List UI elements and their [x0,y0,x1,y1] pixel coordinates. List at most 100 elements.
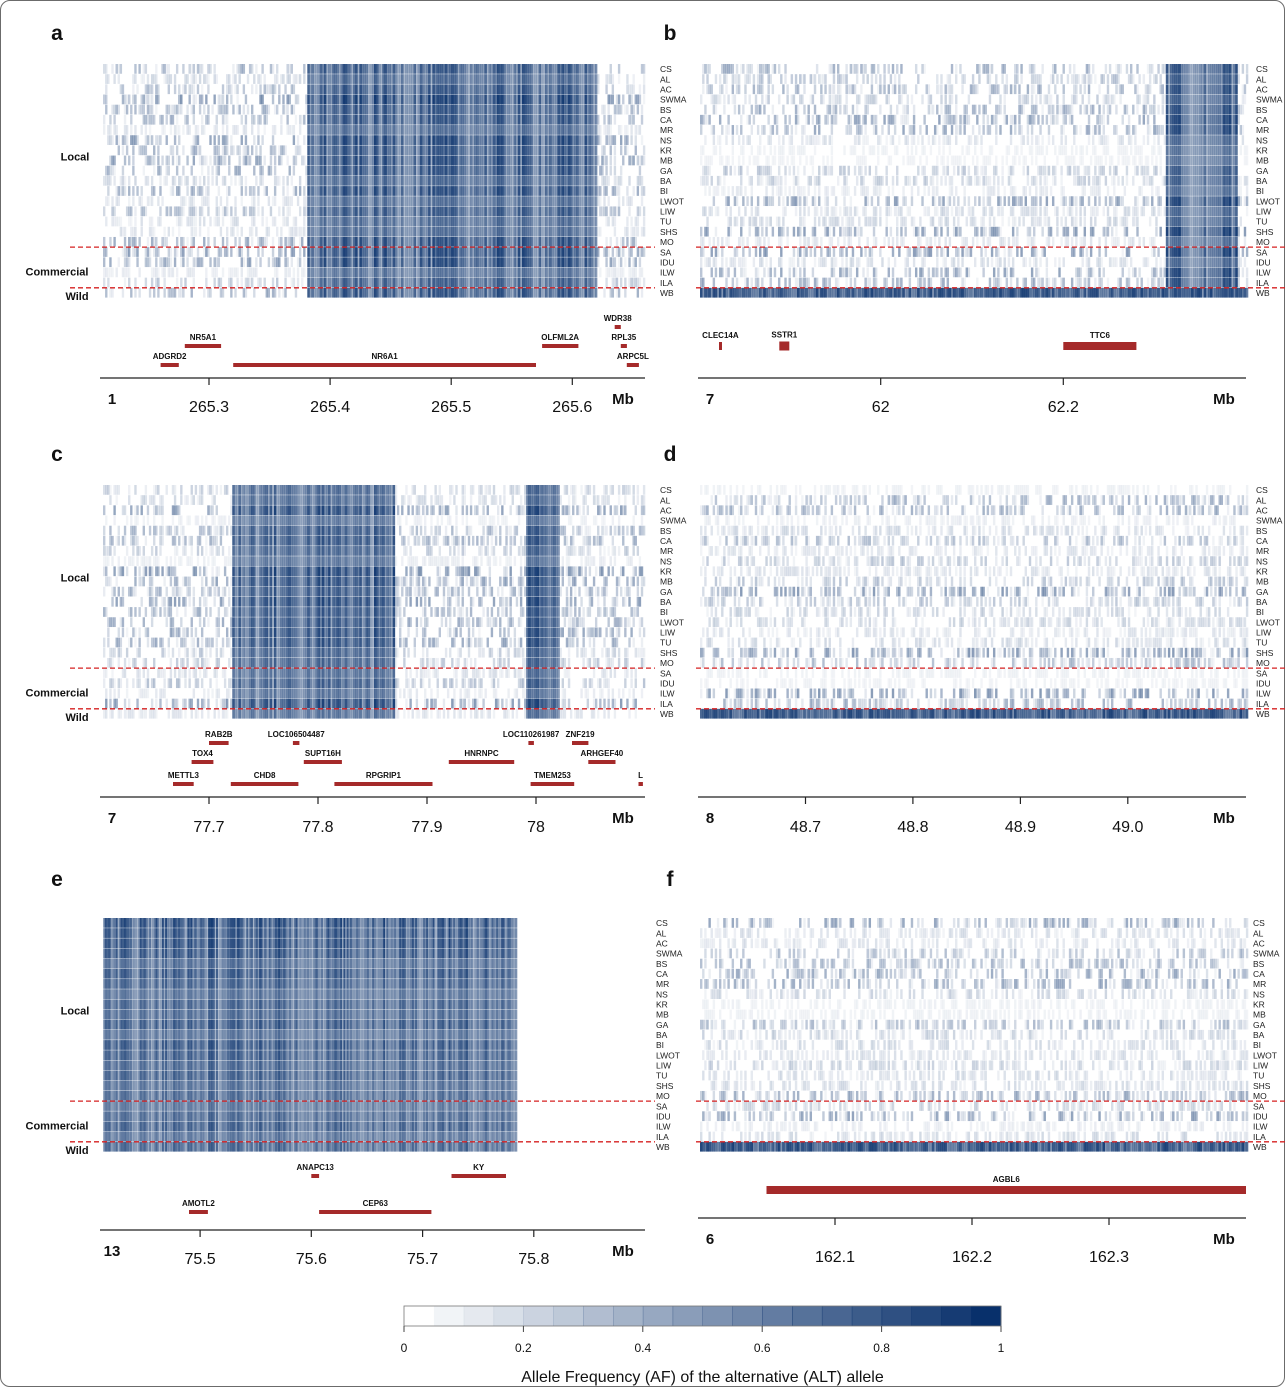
heatmap-cell [517,94,521,105]
heatmap-cell [501,206,504,217]
heatmap-cell [307,145,310,156]
heatmap-cell [211,175,214,186]
heatmap-cell [526,84,529,95]
heatmap-cell [453,114,456,125]
heatmap-cell [353,257,356,268]
heatmap-cell [549,64,552,74]
heatmap-cell [499,64,502,74]
heatmap-cell [257,155,260,166]
heatmap-cell [603,114,606,125]
heatmap-cell [563,94,567,105]
heatmap-cell [378,135,381,145]
heatmap-cell [351,216,354,227]
heatmap-cell [313,135,316,145]
heatmap-cell [592,206,596,217]
heatmap-cell [367,257,371,268]
heatmap-cell [359,84,362,95]
heatmap-cell [444,257,448,268]
heatmap-cell [594,267,598,278]
heatmap-cell [592,155,596,166]
heatmap-cell [428,145,431,156]
heatmap-cell [363,145,366,156]
heatmap-cell [461,114,464,125]
heatmap-cell [702,287,705,298]
heatmap-cell [382,94,385,105]
heatmap-cell [369,186,373,196]
heatmap-cell [144,145,148,156]
heatmap-cell [561,145,564,156]
heatmap-cell [544,165,548,176]
heatmap-cell [263,125,266,135]
heatmap-cell [234,125,237,135]
heatmap-cell [513,74,517,84]
heatmap-cell [563,104,567,115]
heatmap-cell [463,165,467,176]
heatmap-cell [303,114,306,125]
heatmap-cell [567,236,571,247]
heatmap-cell [351,84,354,95]
heatmap-cell [365,165,369,176]
heatmap-cell [536,257,539,268]
heatmap-cell [601,206,604,217]
heatmap-cell [540,236,544,247]
heatmap-cell [384,165,387,176]
heatmap-cell [442,277,446,288]
heatmap-cell [394,257,398,268]
heatmap-cell [205,267,208,278]
heatmap-cell [334,257,337,268]
heatmap-cell [459,64,462,74]
heatmap-cell [432,135,435,145]
heatmap-cell [251,186,254,196]
heatmap-cell [574,135,577,145]
heatmap-cell [240,277,243,288]
heatmap-cell [484,114,487,125]
heatmap-cell [123,125,127,135]
heatmap-cell [180,104,183,115]
heatmap-cell [282,145,285,156]
heatmap-cell [361,196,364,207]
heatmap-cell [553,196,556,207]
gene-bar [614,325,621,329]
heatmap-cell [407,114,410,125]
heatmap-cell [542,277,546,288]
heatmap-cell [636,155,640,166]
heatmap-cell [569,155,573,166]
heatmap-cell [413,277,416,288]
heatmap-cell [505,104,508,115]
heatmap-cell [451,226,454,237]
heatmap-cell [765,196,768,207]
heatmap-cell [482,165,485,176]
heatmap-cell [735,125,739,135]
heatmap-cell [111,216,114,227]
heatmap-cell [592,64,596,74]
heatmap-cell [188,125,191,135]
heatmap-cell [584,196,587,207]
heatmap-cell [494,216,498,227]
heatmap-cell [617,175,621,186]
heatmap-cell [494,135,498,145]
heatmap-cell [538,267,542,278]
heatmap-cell [326,175,329,186]
heatmap-cell [225,145,229,156]
heatmap-cell [628,155,631,166]
heatmap-cell [528,247,531,257]
heatmap-cell [294,94,298,105]
heatmap-cell [121,94,125,105]
heatmap-cell [367,247,371,257]
heatmap-cell [769,277,772,288]
heatmap-cell [565,236,569,247]
heatmap-cell [469,104,473,115]
heatmap-cell [784,114,787,125]
heatmap-cell [777,226,781,237]
heatmap-cell [590,257,594,268]
heatmap-cell [253,287,256,298]
heatmap-cell [417,94,421,105]
heatmap-cell [390,64,394,74]
heatmap-cell [767,94,770,105]
heatmap-cell [534,277,537,288]
heatmap-cell [740,145,743,156]
heatmap-cell [419,247,423,257]
heatmap-cell [634,216,637,227]
heatmap-cell [394,247,398,257]
heatmap-cell [522,84,525,95]
